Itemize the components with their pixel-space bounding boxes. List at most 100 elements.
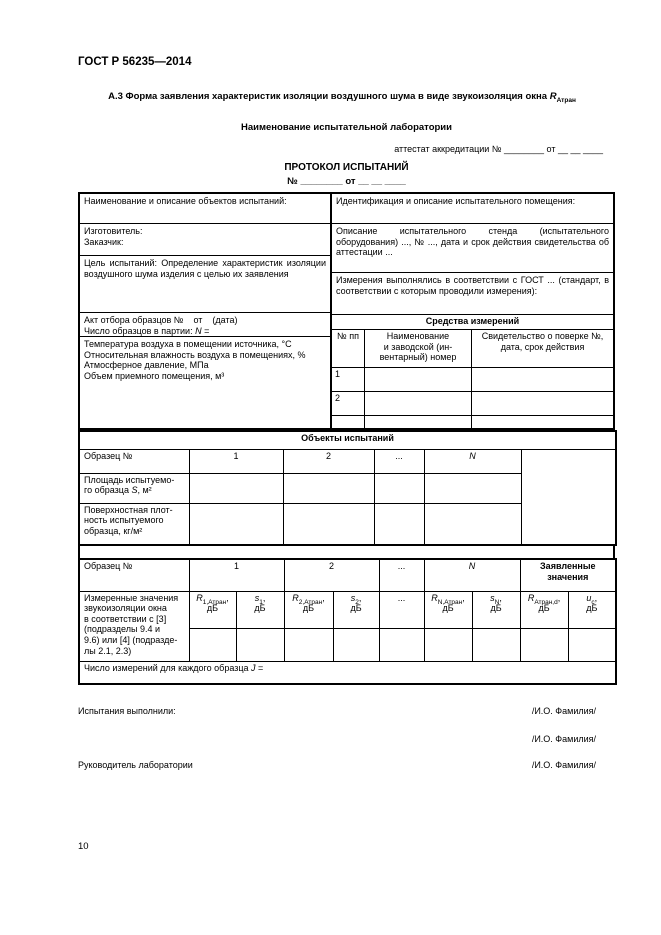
head-r1: R1,Атран, дБ <box>188 590 237 629</box>
instrument-row-1: 1 <box>332 368 613 392</box>
head-s2: s2, дБ <box>332 590 380 629</box>
value-dots <box>378 627 425 662</box>
empty-cell <box>332 416 365 428</box>
test-purpose-cell: Цель испытаний: Определение характеристи… <box>80 256 330 313</box>
empty-cell <box>365 416 472 428</box>
sample-col-1: 1 <box>188 448 284 474</box>
instruments-col-name: Наименование и заводской (ин- вентарный)… <box>365 330 472 367</box>
head-r1-symbol: R <box>196 592 203 603</box>
sample-number-label: Образец № <box>78 448 190 474</box>
instruments-title: Средства измерений <box>332 315 613 330</box>
info-left-column: Наименование и описание объектов испытан… <box>80 194 332 428</box>
lab-head-label: Руководитель лаборатории <box>78 760 193 770</box>
instruments-col-num: № пп <box>332 330 365 367</box>
head-rn-symbol: R <box>431 592 438 603</box>
head-sn-symbol: s <box>490 592 495 603</box>
head-unit: дБ <box>254 603 266 614</box>
measurement-count-equals: = <box>255 662 264 673</box>
objects-section-title: Объекты испытаний <box>78 430 617 450</box>
info-table: Наименование и описание объектов испытан… <box>78 192 615 430</box>
measurement-standard-cell: Измерения выполнялись в соответствии с Г… <box>332 273 613 315</box>
sampling-act-text: Акт отбора образцов № от (дата) Число об… <box>84 315 238 336</box>
instruments-header-row: № пп Наименование и заводской (ин- вента… <box>332 330 613 368</box>
protocol-title: ПРОТОКОЛ ИСПЫТАНИЙ <box>284 162 409 173</box>
head-r2: R2,Атран, дБ <box>283 590 334 629</box>
measured-values-label: Измеренные значения звукоизоляции окна в… <box>78 590 190 662</box>
head-unit: дБ <box>302 603 315 614</box>
sample-col-n: N <box>423 448 522 474</box>
signature-name-2: /И.О. Фамилия/ <box>531 734 596 744</box>
value-uc <box>567 627 617 662</box>
instruments-col-cert: Свидетельство о поверке №, дата, срок де… <box>481 331 604 352</box>
head-r2-subscript: 2,Атран <box>298 598 323 606</box>
room-identification-cell: Идентификация и описание испытательного … <box>332 194 613 224</box>
head-comma: , <box>594 592 598 603</box>
head-rn-subscript: N,Атран <box>437 598 463 606</box>
protocol-number-line: № ________ от __ __ ____ <box>287 176 406 187</box>
section-title-text: А.3 Форма заявления характеристик изоляц… <box>108 91 550 102</box>
head-comma: , <box>499 592 502 603</box>
surface-density-label: Поверхностная плот- ность испытуемого об… <box>78 502 190 546</box>
measured-col-n-symbol: N <box>468 561 476 571</box>
instrument-1-name-cell <box>365 368 472 391</box>
head-uc-symbol: u <box>586 592 592 603</box>
head-r1-subscript: 1,Атран <box>202 598 227 606</box>
head-s2-subscript: 2 <box>355 598 359 606</box>
measurement-count-row: Число измерений для каждого образца J = <box>78 660 617 685</box>
samples-count-symbol: N <box>195 325 202 336</box>
head-dots: ... <box>378 590 425 629</box>
head-comma: , <box>322 592 325 603</box>
head-unit: дБ <box>442 603 454 614</box>
head-s1-subscript: 1 <box>259 598 263 606</box>
value-rd <box>519 627 569 662</box>
sample-col-n-symbol: N <box>469 450 476 461</box>
head-uc-subscript: c <box>591 598 595 606</box>
tests-performed-label: Испытания выполнили: <box>78 706 176 716</box>
value-r1 <box>188 627 237 662</box>
head-sn: sN, дБ <box>471 590 521 629</box>
instrument-2-name-cell <box>365 392 472 415</box>
measured-values-table: Образец № 1 2 ... N Заявленные значения … <box>78 558 618 685</box>
head-comma: , <box>262 592 266 603</box>
empty-cell <box>472 416 613 428</box>
instruments-table: Средства измерений № пп Наименование и з… <box>332 315 613 428</box>
sample-col-2: 2 <box>282 448 375 474</box>
head-uc: uc, дБ <box>567 590 617 629</box>
head-s1-symbol: s <box>254 592 260 603</box>
title-symbol-subscript: Атран <box>556 96 576 104</box>
measurement-count-symbol: J <box>251 662 256 673</box>
head-rd-symbol: R <box>527 592 535 603</box>
head-unit: дБ <box>586 603 598 614</box>
stand-description-cell: Описание испытательного стенда (испытате… <box>332 224 613 273</box>
measured-col-dots: ... <box>378 558 425 592</box>
section-title: А.3 Форма заявления характеристик изоляц… <box>62 91 622 104</box>
value-r2 <box>283 627 334 662</box>
head-comma: , <box>462 592 465 603</box>
head-s1: s1, дБ <box>235 590 285 629</box>
sample-area-symbol: S <box>131 485 138 496</box>
sampling-act-cell: Акт отбора образцов № от (дата) Число об… <box>80 313 330 337</box>
sample-area-unit: , м² <box>137 485 152 496</box>
instrument-2-cert-cell <box>472 392 613 415</box>
area-value-1 <box>188 472 284 504</box>
measured-col-n: N <box>423 558 521 592</box>
objects-table: Объекты испытаний Образец № 1 2 ... N Пл… <box>78 430 618 546</box>
value-s1 <box>235 627 285 662</box>
instrument-row-empty <box>332 416 613 428</box>
head-unit: дБ <box>538 603 550 614</box>
area-value-n <box>423 472 522 504</box>
measured-col-1: 1 <box>188 558 285 592</box>
head-rn: RN,Атран, дБ <box>423 590 473 629</box>
protocol-form: Наименование и описание объектов испытан… <box>78 192 618 685</box>
instrument-1-cert-cell <box>472 368 613 391</box>
head-rd-subscript: Атран,d <box>534 598 558 606</box>
sample-number-label-2: Образец № <box>78 558 190 592</box>
sample-col-dots: ... <box>373 448 425 474</box>
instrument-row-2: 2 <box>332 392 613 416</box>
value-s2 <box>332 627 380 662</box>
signature-name-3: /И.О. Фамилия/ <box>531 760 596 770</box>
area-value-dots <box>373 472 425 504</box>
info-right-column: Идентификация и описание испытательного … <box>332 194 613 428</box>
measurement-count-text: Число измерений для каждого образца <box>84 662 252 673</box>
head-sn-subscript: N <box>494 598 500 606</box>
